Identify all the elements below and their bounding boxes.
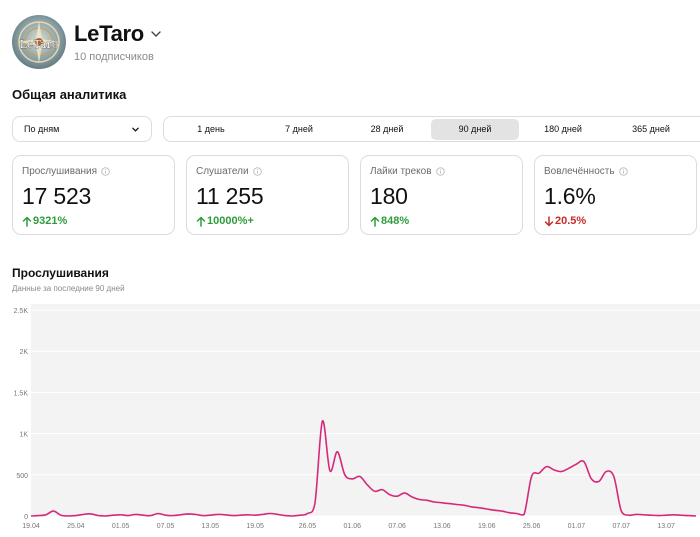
plays-chart-svg: 0 500 1K 1.5K 2K 2.5K 19.04 25.04 01.05 07.05 13.0… [14, 304, 700, 530]
profile-header: LeTaro LeTaro 10 подписчиков [12, 14, 162, 70]
y-tick-label: 2.5K [14, 308, 29, 315]
tab-period-90d[interactable]: 90 дней [431, 118, 519, 140]
page-title: Общая аналитика [12, 87, 127, 102]
stat-card-listeners: Слушатели 11 255 10000%+ [186, 155, 349, 235]
x-tick-label: 13.06 [433, 523, 451, 530]
x-tick-label: 13.07 [657, 523, 675, 530]
x-tick-label: 25.06 [523, 523, 541, 530]
y-tick-label: 1K [19, 432, 28, 439]
y-tick-label: 500 [16, 473, 28, 480]
arrow-down-icon [544, 215, 554, 226]
stat-card-label-row: Вовлечённость [544, 166, 687, 177]
grouping-select-value: По дням [24, 124, 60, 134]
stat-card-value: 17 523 [22, 183, 92, 209]
grouping-select[interactable]: По дням [12, 116, 152, 142]
profile-name-row[interactable]: LeTaro [74, 21, 162, 47]
stat-card-label-row: Лайки треков [370, 166, 513, 177]
avatar-image: LeTaro [12, 15, 66, 69]
stat-card-plays: Прослушивания 17 523 9321% [12, 155, 175, 235]
x-tick-label: 07.06 [388, 523, 406, 530]
chevron-down-icon[interactable] [150, 28, 162, 40]
stat-card-label: Лайки треков [370, 166, 432, 177]
x-tick-label: 07.05 [157, 523, 175, 530]
stat-card-label: Вовлечённость [544, 166, 615, 177]
x-tick-label: 01.06 [344, 523, 362, 530]
arrow-up-icon [196, 216, 206, 227]
stat-card-engagement: Вовлечённость 1.6% 20.5% [534, 155, 697, 235]
x-tick-label: 19.05 [246, 523, 264, 530]
info-icon[interactable] [252, 167, 262, 176]
period-selector: 1 день 7 дней 28 дней 90 дней 180 дней 3… [163, 116, 700, 142]
chart-plot-area [31, 304, 700, 516]
y-tick-label: 0 [24, 514, 28, 521]
stat-card-delta-value: 9321% [33, 215, 68, 227]
info-icon[interactable] [101, 167, 110, 176]
x-tick-label: 07.07 [613, 523, 631, 530]
profile-name: LeTaro [74, 21, 144, 46]
tab-period-1d[interactable]: 1 день [197, 124, 225, 134]
x-tick-label: 25.04 [67, 523, 85, 530]
tab-period-180d[interactable]: 180 дней [544, 124, 582, 134]
stat-card-delta: 848% [370, 215, 513, 227]
stat-card-label-row: Слушатели [196, 166, 339, 177]
stat-card-value: 1.6% [544, 183, 596, 209]
avatar-logo-text: LeTaro [20, 38, 59, 51]
chart-subtitle: Данные за последние 90 дней [12, 284, 125, 293]
stat-card-delta: 10000%+ [196, 215, 339, 227]
tab-period-365d[interactable]: 365 дней [632, 124, 670, 134]
profile-info: LeTaro 10 подписчиков [74, 21, 162, 63]
info-icon[interactable] [618, 167, 628, 176]
y-tick-label: 2K [19, 349, 28, 356]
arrow-up-icon [22, 216, 32, 227]
arrow-up-icon [370, 216, 380, 227]
stat-card-value: 11 255 [196, 183, 264, 209]
stat-card-value: 180 [370, 183, 408, 209]
chevron-down-icon [132, 127, 139, 132]
stat-card-label: Прослушивания [22, 166, 98, 177]
stat-card-delta: 20.5% [544, 215, 687, 227]
x-tick-label: 26.05 [299, 523, 317, 530]
x-tick-label: 13.05 [202, 523, 220, 530]
info-icon[interactable] [435, 167, 445, 176]
stat-cards: Прослушивания 17 523 9321% Слушатели 11 … [12, 155, 697, 235]
x-tick-label: 01.05 [112, 523, 130, 530]
subscriber-count: 10 подписчиков [74, 51, 154, 63]
series-line-plays [30, 420, 697, 517]
stat-card-delta-value: 20.5% [555, 215, 587, 227]
stat-card-delta-value: 848% [381, 215, 410, 227]
avatar[interactable]: LeTaro [12, 15, 66, 69]
tab-period-7d[interactable]: 7 дней [285, 124, 313, 134]
stat-card-likes: Лайки треков 180 848% [360, 155, 523, 235]
stat-card-delta: 9321% [22, 215, 165, 227]
x-tick-label: 19.04 [22, 523, 40, 530]
stat-card-label-row: Прослушивания [22, 166, 165, 177]
stat-card-delta-value: 10000%+ [207, 215, 254, 227]
chart-title: Прослушивания [12, 266, 109, 280]
stat-card-label: Слушатели [196, 166, 249, 177]
tab-period-28d[interactable]: 28 дней [370, 124, 404, 134]
plays-chart: 0 500 1K 1.5K 2K 2.5K 19.04 25.04 01.05 07.05 13.0… [0, 300, 700, 537]
x-tick-label: 19.06 [478, 523, 496, 530]
y-tick-label: 1.5K [14, 390, 29, 397]
x-tick-label: 01.07 [568, 523, 586, 530]
